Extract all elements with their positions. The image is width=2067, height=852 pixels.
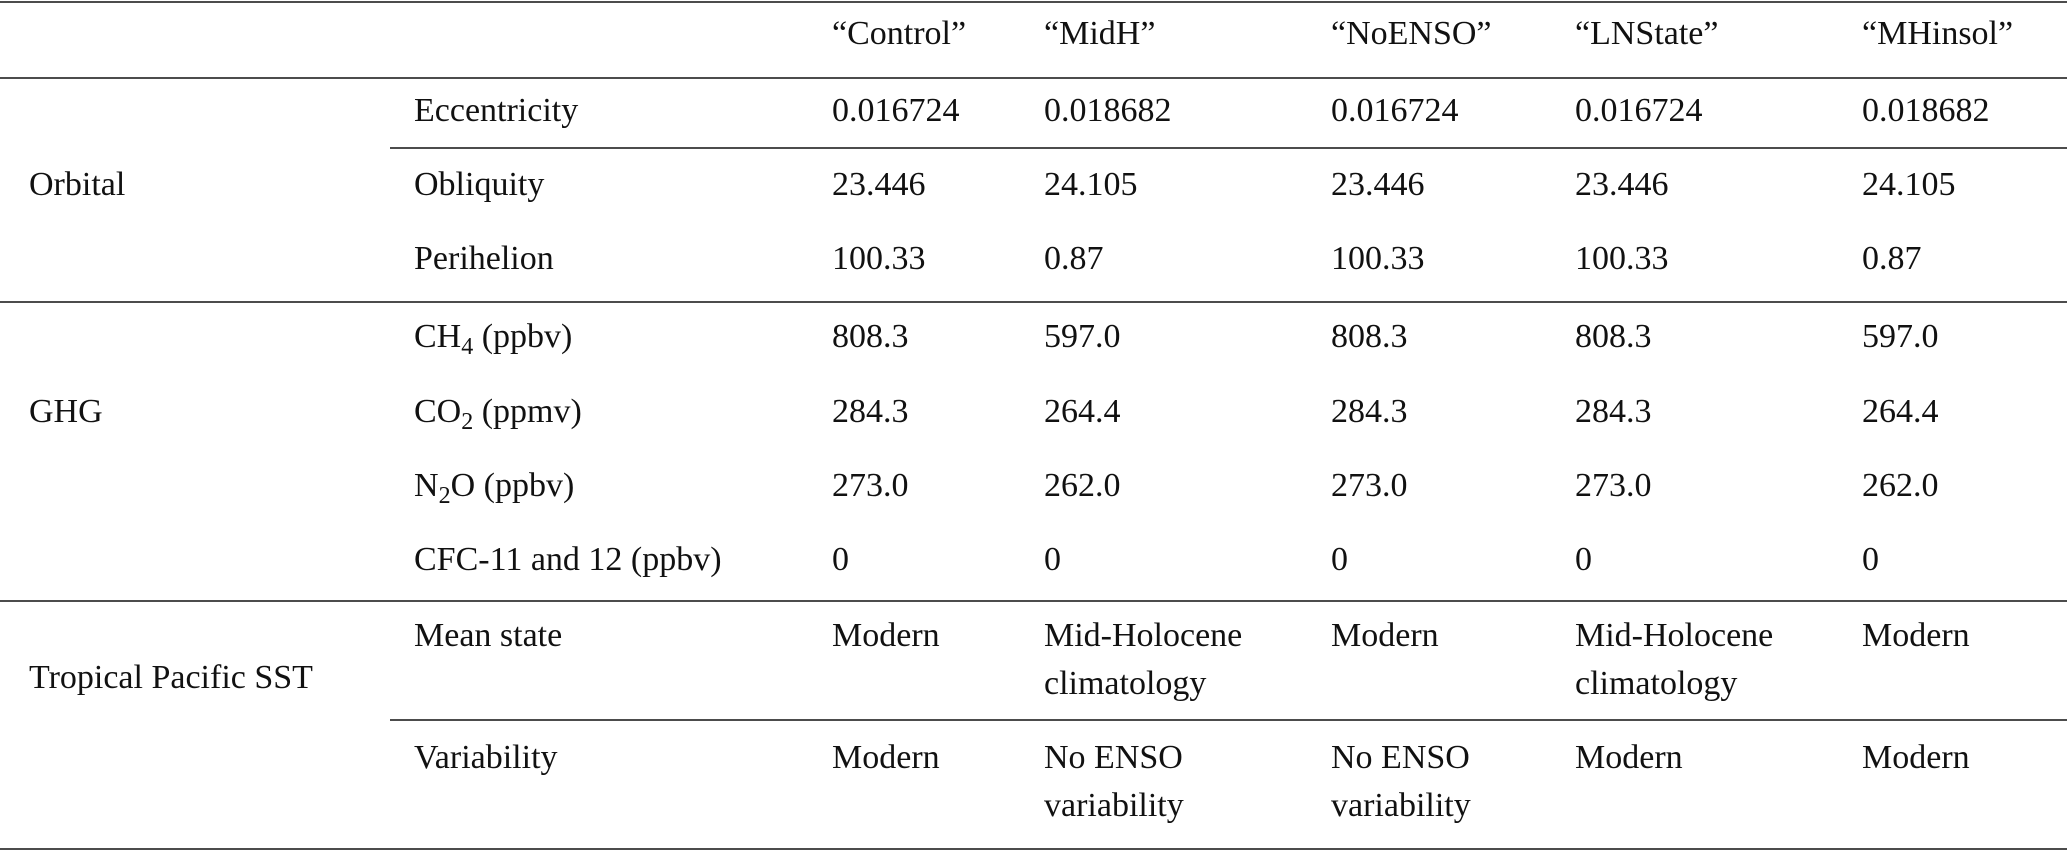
parameter-label: Obliquity — [414, 166, 544, 203]
cell-value: 273.0 — [832, 467, 909, 504]
parameter-label: Perihelion — [414, 240, 554, 277]
cell-value: 262.0 — [1044, 467, 1121, 504]
cell-value: 24.105 — [1044, 166, 1138, 203]
cell-value: 264.4 — [1044, 393, 1121, 430]
cell-value: 23.446 — [1331, 166, 1425, 203]
cell-value: 0.87 — [1862, 240, 1922, 277]
cell-value: 0 — [1575, 541, 1592, 578]
cell-value: Modern — [1862, 739, 1970, 776]
cell-value: 0 — [1862, 541, 1879, 578]
parameter-label: CO2 (ppmv) — [414, 393, 582, 435]
parameter-label: N2O (ppbv) — [414, 467, 574, 509]
group-label: Orbital — [29, 166, 125, 203]
cell-value: variability — [1331, 787, 1471, 824]
cell-value: 0.018682 — [1862, 92, 1990, 129]
subscript: 2 — [461, 409, 473, 435]
cell-value: 264.4 — [1862, 393, 1939, 430]
cell-value: Modern — [832, 617, 940, 654]
parameter-label: Variability — [414, 739, 558, 776]
cell-value: 597.0 — [1862, 318, 1939, 355]
cell-value: 100.33 — [1575, 240, 1669, 277]
cell-value: 808.3 — [832, 318, 909, 355]
cell-value: 23.446 — [832, 166, 926, 203]
subscript: 4 — [461, 334, 473, 360]
formula-part: CH — [414, 318, 461, 355]
cell-value: 100.33 — [832, 240, 926, 277]
column-header: “LNState” — [1575, 15, 1719, 52]
parameter-label: Mean state — [414, 617, 562, 654]
cell-value: 0.87 — [1044, 240, 1104, 277]
cell-value: 273.0 — [1575, 467, 1652, 504]
cell-value: 100.33 — [1331, 240, 1425, 277]
cell-value: 0.016724 — [1331, 92, 1459, 129]
cell-value: Mid-Holocene — [1044, 617, 1242, 654]
column-header: “NoENSO” — [1331, 15, 1492, 52]
column-header: “MHinsol” — [1862, 15, 2013, 52]
column-header: “Control” — [832, 15, 966, 52]
cell-value: 284.3 — [832, 393, 909, 430]
formula-part: N — [414, 467, 439, 504]
cell-value: Modern — [1331, 617, 1439, 654]
parameter-label: Eccentricity — [414, 92, 578, 129]
cell-value: 262.0 — [1862, 467, 1939, 504]
cell-value: 808.3 — [1331, 318, 1408, 355]
cell-value: Modern — [1575, 739, 1683, 776]
cell-value: 273.0 — [1331, 467, 1408, 504]
parameter-label: CH4 (ppbv) — [414, 318, 572, 360]
group-label: GHG — [29, 393, 103, 430]
cell-value: 0.018682 — [1044, 92, 1172, 129]
cell-value: climatology — [1044, 665, 1206, 702]
cell-value: No ENSO — [1331, 739, 1470, 776]
cell-value: 24.105 — [1862, 166, 1956, 203]
formula-part: (ppbv) — [473, 318, 572, 355]
subscript: 2 — [439, 483, 451, 509]
cell-value: 0 — [832, 541, 849, 578]
cell-value: 0.016724 — [1575, 92, 1703, 129]
group-label: Tropical Pacific SST — [29, 659, 313, 696]
cell-value: 23.446 — [1575, 166, 1669, 203]
parameter-label: CFC-11 and 12 (ppbv) — [414, 541, 722, 578]
cell-value: 0 — [1331, 541, 1348, 578]
cell-value: Modern — [1862, 617, 1970, 654]
cell-value: 0.016724 — [832, 92, 960, 129]
cell-value: No ENSO — [1044, 739, 1183, 776]
formula-part: (ppmv) — [473, 393, 582, 430]
cell-value: variability — [1044, 787, 1184, 824]
cell-value: 284.3 — [1331, 393, 1408, 430]
cell-value: 0 — [1044, 541, 1061, 578]
cell-value: climatology — [1575, 665, 1737, 702]
cell-value: Modern — [832, 739, 940, 776]
cell-value: 284.3 — [1575, 393, 1652, 430]
formula-part: O (ppbv) — [451, 467, 575, 504]
column-header: “MidH” — [1044, 15, 1155, 52]
cell-value: 808.3 — [1575, 318, 1652, 355]
cell-value: 597.0 — [1044, 318, 1121, 355]
formula-part: CO — [414, 393, 461, 430]
cell-value: Mid-Holocene — [1575, 617, 1773, 654]
